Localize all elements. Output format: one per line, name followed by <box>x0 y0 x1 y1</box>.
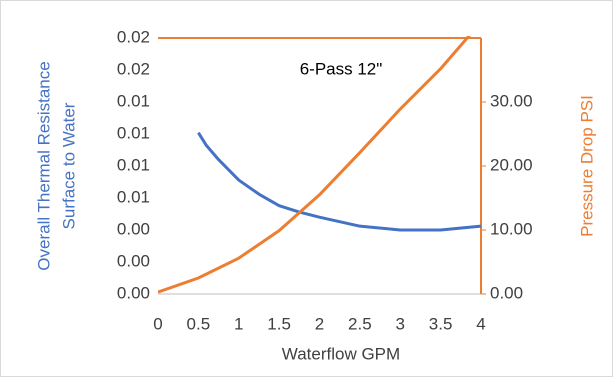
y-tick-label: 0.02 <box>117 59 150 78</box>
y2-tick-label: 30.00 <box>490 91 533 110</box>
y-axis-title: Overall Thermal Resistance <box>34 61 53 270</box>
x-axis-title: Waterflow GPM <box>282 344 400 363</box>
y-tick-label: 0.01 <box>117 91 150 110</box>
plot-area <box>158 36 482 294</box>
y-tick-label: 0.00 <box>117 283 150 302</box>
x-tick-label: 3.5 <box>429 314 453 333</box>
series-line <box>197 131 482 232</box>
y-tick-label: 0.01 <box>117 155 150 174</box>
y-tick-label: 0.02 <box>117 27 150 46</box>
y2-tick-label: 20.00 <box>490 155 533 174</box>
x-tick-label: 1 <box>234 314 243 333</box>
x-tick-label: 0 <box>153 314 162 333</box>
annotation: 6-Pass 12" <box>300 59 383 78</box>
series-line <box>158 36 471 294</box>
x-tick-label: 0.5 <box>187 314 211 333</box>
y2-tick-label: 0.00 <box>490 283 523 302</box>
x-tick-label: 1.5 <box>267 314 291 333</box>
x-tick-label: 4 <box>476 314 485 333</box>
x-tick-label: 2.5 <box>348 314 372 333</box>
x-tick-label: 2 <box>315 314 324 333</box>
y2-axis-title: Pressure Drop PSI <box>577 95 596 237</box>
y2-tick-label: 10.00 <box>490 219 533 238</box>
x-tick-label: 3 <box>396 314 405 333</box>
y-tick-label: 0.01 <box>117 123 150 142</box>
y-tick-label: 0.00 <box>117 251 150 270</box>
y-axis-title: Surface to Water <box>59 102 78 229</box>
y-tick-label: 0.01 <box>117 187 150 206</box>
y-tick-label: 0.00 <box>117 219 150 238</box>
